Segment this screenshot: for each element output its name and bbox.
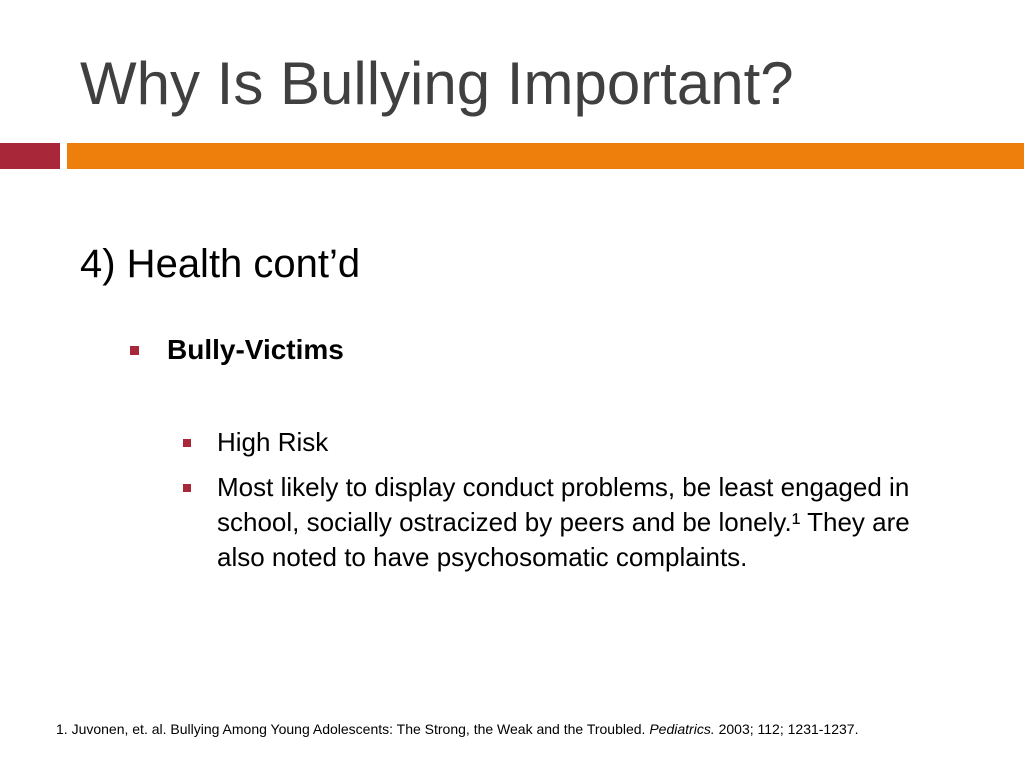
accent-bar-red [0,143,60,169]
section-heading: 4) Health cont’d [80,242,361,286]
bullet-list-level2: High Risk Most likely to display conduct… [183,425,943,585]
list-item: Most likely to display conduct problems,… [183,470,943,575]
list-item: High Risk [183,425,943,460]
square-bullet-icon [183,439,191,447]
square-bullet-icon [183,484,191,492]
bullet-text: High Risk [217,427,329,457]
footnote-details: 2003; 112; 1231-1237. [714,721,859,737]
square-bullet-icon [130,345,139,355]
accent-bar-orange [67,143,1024,169]
bullet-level1: Bully-Victims [130,332,344,368]
bullet-level1-text: Bully-Victims [167,334,344,365]
footnote: 1. Juvonen, et. al. Bullying Among Young… [56,720,858,738]
bullet-text: Most likely to display conduct problems,… [217,472,910,572]
footnote-journal: Pediatrics. [649,721,715,737]
footnote-citation: 1. Juvonen, et. al. Bullying Among Young… [56,721,650,737]
slide-title: Why Is Bullying Important? [80,50,794,117]
